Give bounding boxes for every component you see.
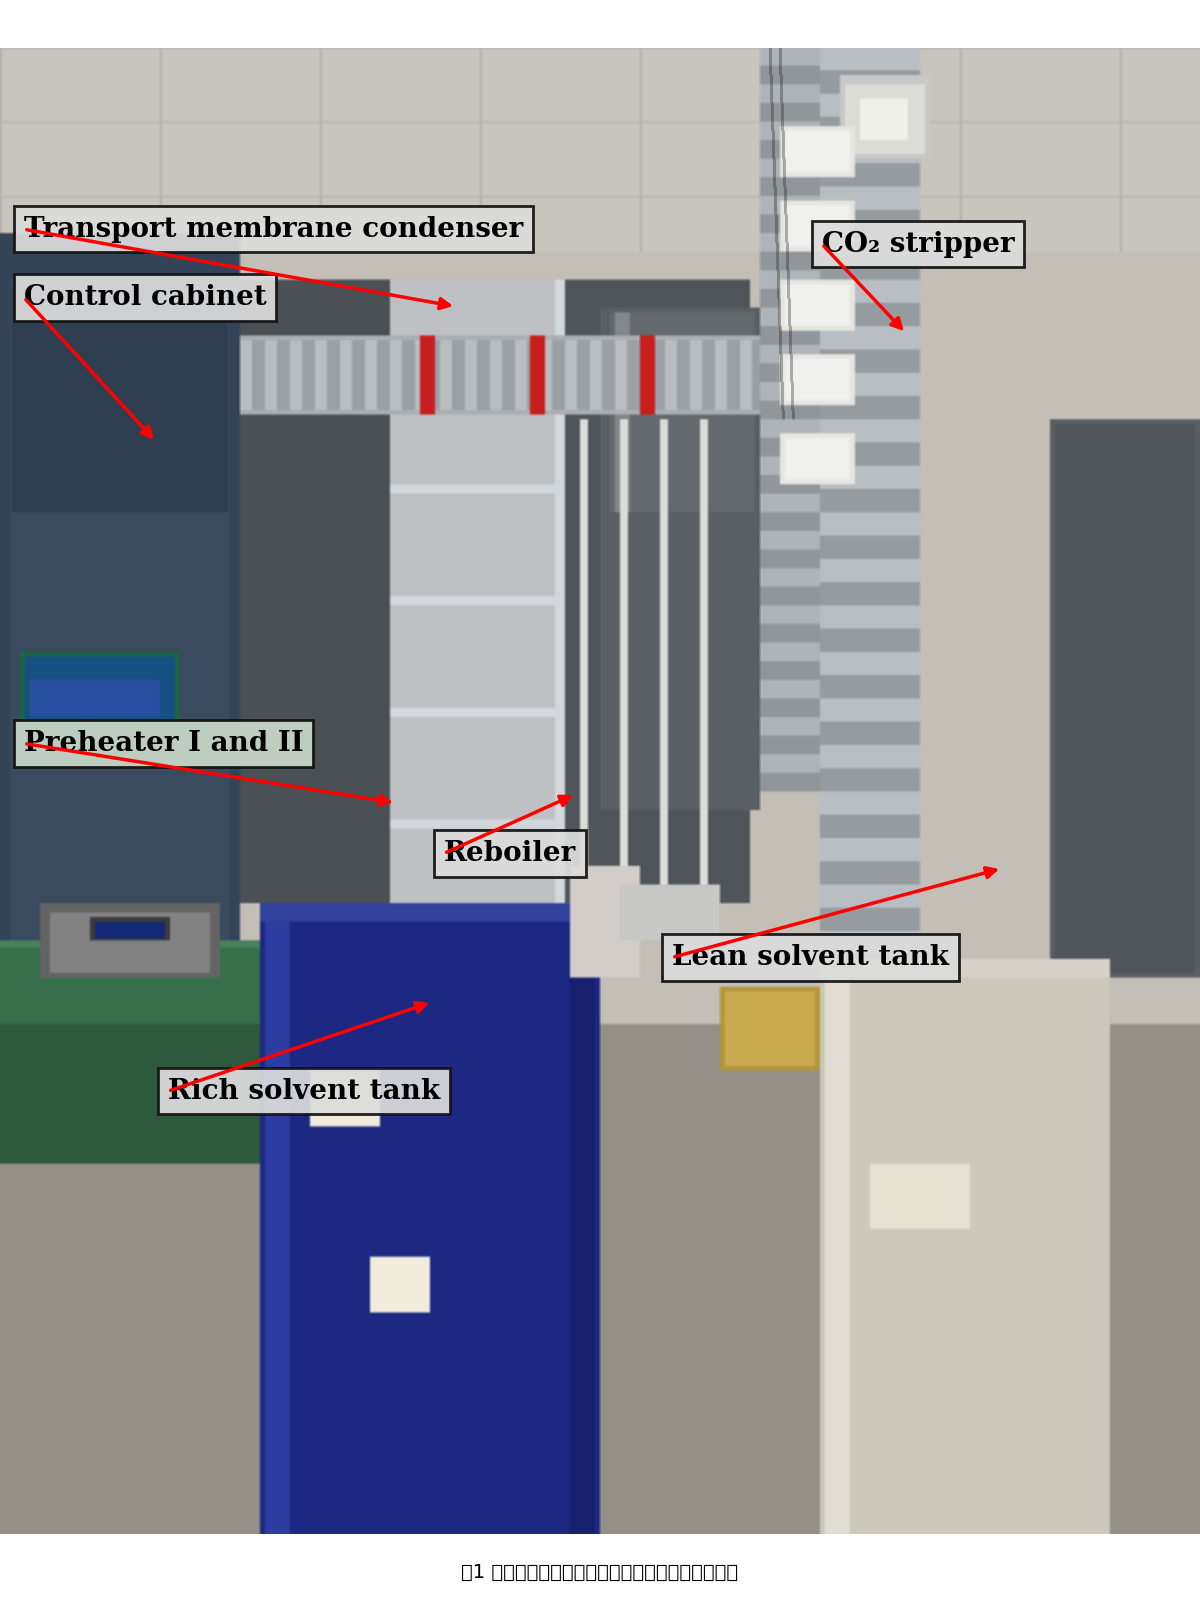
Text: Rich solvent tank: Rich solvent tank <box>168 1077 440 1104</box>
Text: Lean solvent tank: Lean solvent tank <box>672 944 949 972</box>
Text: Preheater I and II: Preheater I and II <box>24 730 304 757</box>
Text: 图1 融合跨膜冷凝器的改进型富液分流再生试验系统: 图1 融合跨膜冷凝器的改进型富液分流再生试验系统 <box>462 1563 738 1582</box>
Text: Reboiler: Reboiler <box>444 841 576 868</box>
Text: Transport membrane condenser: Transport membrane condenser <box>24 216 523 243</box>
Text: CO₂ stripper: CO₂ stripper <box>822 230 1015 257</box>
Text: Control cabinet: Control cabinet <box>24 284 266 312</box>
